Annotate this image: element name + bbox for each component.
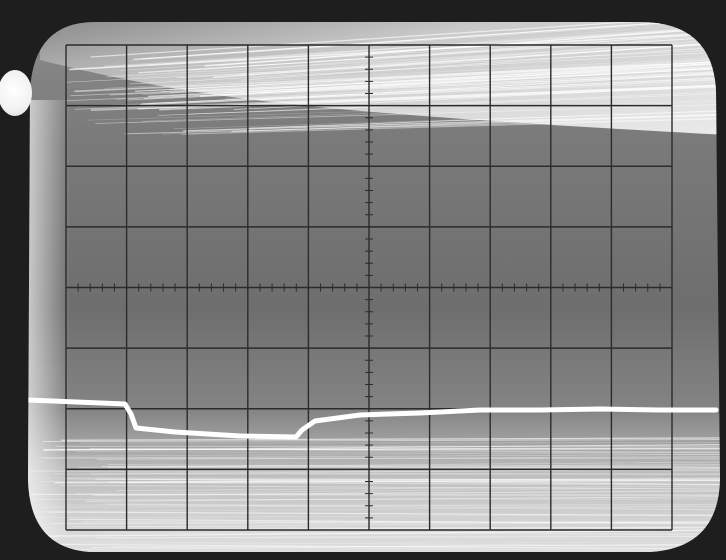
streak-line [162, 118, 720, 135]
streak-line [104, 27, 720, 67]
streak-lines [29, 22, 720, 552]
streak-line [106, 41, 720, 78]
streak-line [75, 451, 720, 455]
streak-line [161, 61, 720, 92]
streak-line [78, 461, 720, 468]
streak-line [133, 22, 720, 60]
streak-line [64, 504, 720, 507]
streak-line [130, 42, 720, 79]
streak-line [32, 493, 720, 496]
streak-line [86, 496, 720, 502]
streak-line [104, 57, 720, 89]
streak-line [96, 456, 720, 460]
streak-line [204, 27, 720, 67]
streak-line [231, 114, 720, 133]
streak-line [76, 81, 720, 107]
streak-line [183, 113, 720, 132]
graticule [65, 44, 673, 531]
streak-line [90, 22, 720, 58]
streak-line [129, 51, 720, 85]
streak-line [104, 531, 720, 535]
streak-line [240, 46, 720, 81]
streak-line [107, 464, 720, 468]
streak-line [59, 543, 720, 550]
streak-line [96, 535, 720, 539]
streak-line [30, 505, 720, 513]
streak-line [191, 32, 720, 71]
streak-line [42, 439, 720, 443]
streak-line [104, 532, 720, 535]
streak-line [106, 503, 720, 511]
streak-line [148, 67, 720, 98]
streak-line [65, 49, 720, 83]
streak-line [120, 33, 720, 71]
streak-line [181, 118, 720, 135]
streak-line [42, 443, 720, 451]
streak-line [225, 71, 720, 101]
streak-line [60, 484, 720, 490]
streak-line [67, 31, 720, 70]
streak-line [187, 91, 720, 115]
streak-line [75, 487, 720, 495]
streak-line [257, 72, 720, 101]
streak-line [54, 479, 720, 484]
streak-line [46, 529, 720, 537]
streak-line [95, 478, 720, 481]
streak-line [116, 485, 720, 492]
streak-line [169, 62, 720, 94]
streak-line [249, 110, 720, 129]
streak-line [89, 447, 720, 454]
streak-line [62, 451, 720, 457]
streak-line [29, 470, 720, 472]
streak-line [207, 62, 720, 93]
streak-line [137, 84, 720, 110]
streak-line [44, 453, 720, 459]
streak-line [50, 521, 720, 525]
streak-line [64, 534, 720, 539]
streak-line [85, 526, 720, 531]
streak-line [101, 466, 720, 469]
streak-line [48, 511, 720, 517]
streak-line [87, 99, 720, 121]
signal-trace [28, 397, 719, 440]
streak-line [64, 73, 720, 102]
streak-line [256, 31, 720, 70]
streak-line [125, 72, 720, 101]
streak-line [142, 101, 720, 122]
streak-line [235, 22, 720, 62]
streak-line [124, 117, 720, 135]
streak-line [130, 22, 720, 61]
streak-line [176, 43, 720, 79]
streak-line [109, 65, 720, 96]
streak-line [69, 518, 720, 525]
streak-line [119, 481, 720, 486]
streak-line [38, 541, 720, 544]
streak-line [92, 490, 720, 496]
streak-line [60, 437, 720, 441]
streak-line [158, 93, 720, 116]
streak-line [147, 77, 720, 104]
streak-line [72, 525, 720, 530]
streak-line [124, 472, 720, 475]
streak-line [115, 71, 720, 100]
streak-line [74, 60, 720, 93]
streak-line [95, 103, 720, 124]
streak-line [69, 31, 720, 71]
light-reflection [0, 70, 32, 116]
streak-line [139, 78, 720, 106]
streak-line [91, 544, 720, 548]
